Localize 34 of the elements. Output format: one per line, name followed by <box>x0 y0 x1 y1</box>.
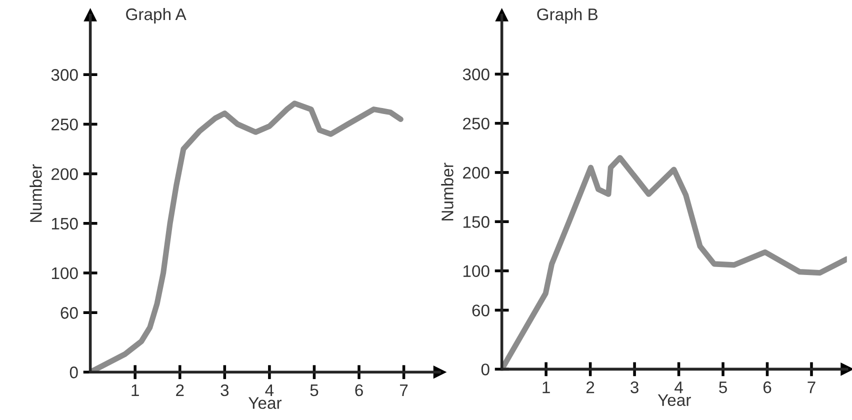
chart-title: Graph A <box>126 8 186 24</box>
y-tick-label: 60 <box>60 307 78 319</box>
y-tick-label: 200 <box>52 168 78 180</box>
y-tick-label: 60 <box>472 304 490 316</box>
y-tick-label: 200 <box>463 166 490 179</box>
x-tick-label: 1 <box>542 382 550 394</box>
x-axis-title: Year <box>248 397 282 409</box>
y-tick-label: 150 <box>463 216 490 228</box>
y-tick-label: 100 <box>52 267 78 280</box>
x-tick-label: 3 <box>630 381 638 394</box>
y-tick-label: 300 <box>51 69 78 81</box>
y-tick-label: 300 <box>462 68 490 80</box>
y-tick-label: 0 <box>70 366 78 378</box>
x-tick-label: 1 <box>132 384 139 396</box>
chart-title: Graph B <box>537 8 598 24</box>
x-tick-label: 5 <box>719 382 727 394</box>
y-tick-label: 150 <box>52 218 78 230</box>
x-axis-title: Year <box>658 394 691 406</box>
x-tick-label: 2 <box>176 384 184 396</box>
x-tick-label: 4 <box>265 384 274 396</box>
x-tick-label: 7 <box>808 382 816 394</box>
y-tick-label: 100 <box>463 265 490 278</box>
y-tick-label: 250 <box>52 118 78 130</box>
x-tick-label: 7 <box>400 384 408 396</box>
x-tick-label: 4 <box>674 382 683 394</box>
x-tick-label: 3 <box>220 384 229 396</box>
y-axis-title: Number <box>30 164 42 222</box>
y-axis-title: Number <box>441 162 454 220</box>
x-tick-label: 5 <box>310 384 318 396</box>
x-tick-label: 6 <box>355 384 363 396</box>
x-tick-label: 6 <box>763 381 772 394</box>
y-tick-label: 250 <box>463 118 490 130</box>
y-tick-label: 0 <box>481 364 490 376</box>
x-tick-label: 2 <box>586 381 594 394</box>
